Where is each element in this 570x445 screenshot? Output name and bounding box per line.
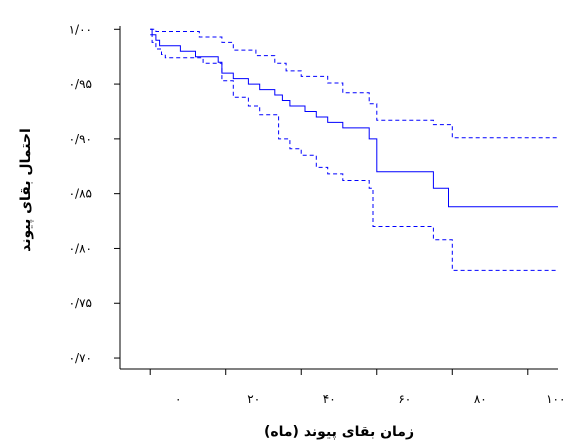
- survival-curve: [150, 28, 558, 208]
- y-tick-label: ۱/۰۰: [69, 22, 92, 36]
- y-tick-label: ۰/۷۰: [69, 351, 92, 365]
- y-tick-label: ۰/۹۵: [69, 77, 92, 91]
- confidence-bound-curve-1: [150, 28, 558, 139]
- series-layer: [150, 28, 558, 271]
- y-axis-label: احتمال بقای پیوند: [18, 128, 34, 252]
- x-tick-label: ۲۰: [247, 392, 260, 406]
- x-axis-label: زمان بقای پیوند (ماه): [264, 424, 414, 440]
- axes: [119, 26, 558, 370]
- y-tick-label: ۰/۹۰: [69, 132, 92, 146]
- y-tick-label: ۰/۸۰: [69, 241, 92, 255]
- x-tick-label: ۶۰: [398, 392, 411, 406]
- x-tick-label: ۸۰: [474, 392, 487, 406]
- x-tick-label: ۴۰: [323, 392, 336, 406]
- tick-layer: ۱/۰۰ ۰/۹۵ ۰/۹۰ ۰/۸۵ ۰/۸۰ ۰/۷۵ ۰/۷۰ ۰ ۲۰ ۴۰ ۶۰ ۸۰ ۱۰۰: [69, 22, 566, 406]
- confidence-bound-curve-2: [150, 34, 558, 271]
- x-tick-label: ۱۰۰: [546, 392, 565, 406]
- y-tick-label: ۰/۸۵: [69, 187, 92, 201]
- y-tick-label: ۰/۷۵: [69, 296, 92, 310]
- x-tick-label: ۰: [175, 392, 181, 406]
